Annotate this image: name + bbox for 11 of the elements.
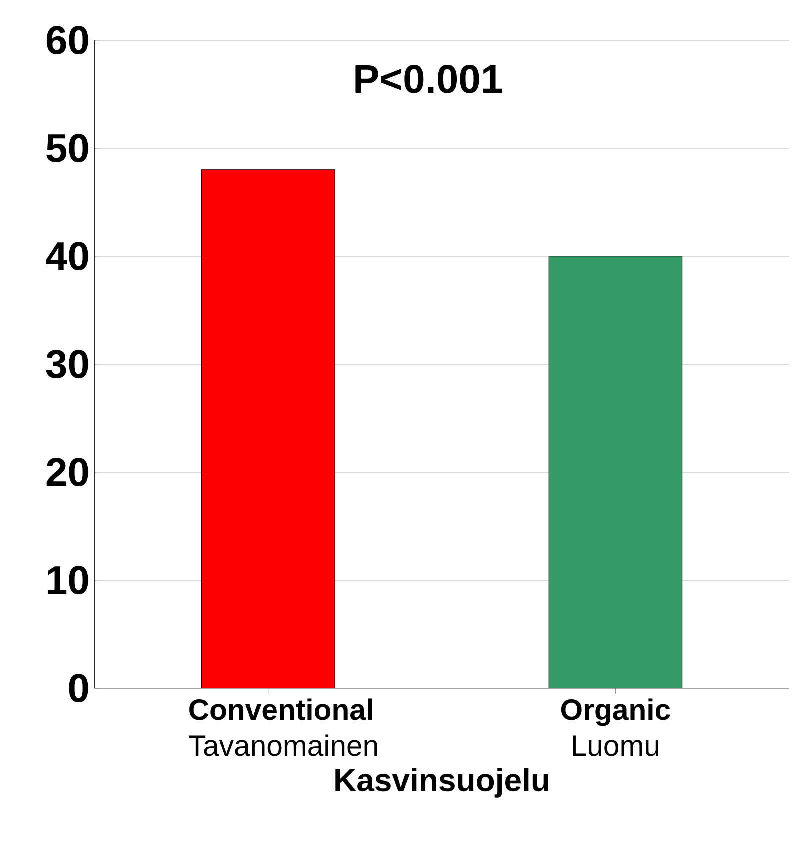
x-tick-label: Organic Luomu (561, 698, 670, 756)
x-tick-label: Conventional Tavanomainen (189, 698, 378, 756)
y-tick-label: 60 (46, 26, 88, 54)
y-tick-label: 30 (46, 350, 88, 379)
y-tick-label: 0 (69, 674, 88, 702)
annotation: P<0.001 (356, 65, 502, 94)
y-tick-label: 40 (46, 242, 88, 270)
y-tick-label: 20 (46, 458, 88, 486)
x-axis-title: Kasvinsuojelu (336, 768, 548, 798)
y-tick-label: 50 (46, 134, 88, 162)
y-tick-label: 10 (48, 566, 88, 594)
